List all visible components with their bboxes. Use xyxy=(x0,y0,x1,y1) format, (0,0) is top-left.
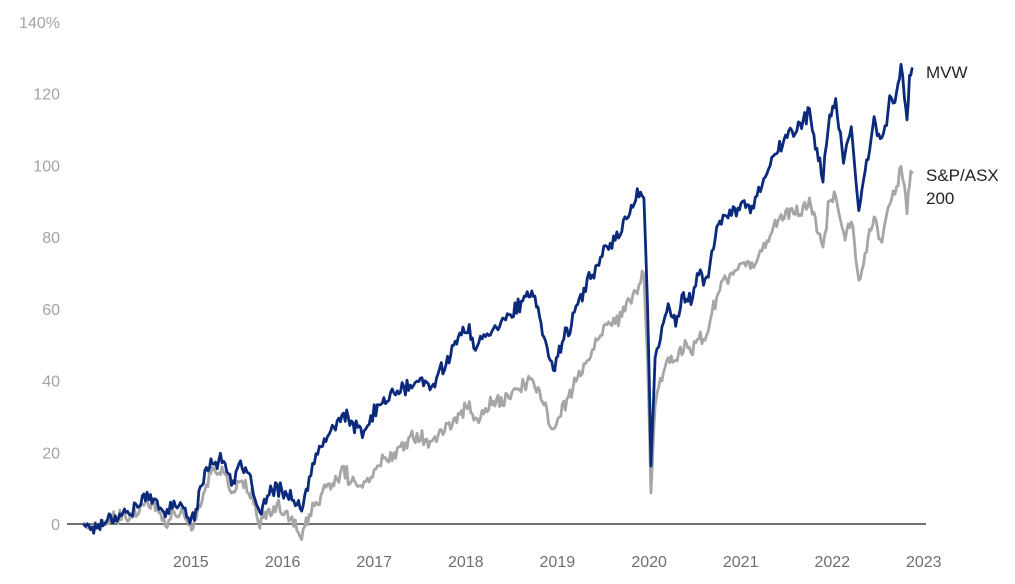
x-tick-label: 2017 xyxy=(356,554,392,571)
y-tick-label: 100 xyxy=(33,158,60,175)
y-tick-label: 60 xyxy=(42,302,60,319)
x-axis: 2015 2016 2017 2018 2019 2020 2021 2022 2023 xyxy=(67,523,942,571)
x-tick-label: 2016 xyxy=(265,554,301,571)
y-tick-label: 140% xyxy=(19,15,60,32)
x-tick-label: 2021 xyxy=(723,554,759,571)
y-tick-label: 0 xyxy=(51,517,60,534)
y-tick-label: 120 xyxy=(33,87,60,104)
series-label-asx200: S&P/ASX xyxy=(926,166,999,185)
x-tick-label: 2020 xyxy=(631,554,667,571)
x-tick-label: 2015 xyxy=(173,554,209,571)
x-tick-label: 2018 xyxy=(448,554,484,571)
series-layer xyxy=(82,62,914,541)
x-tick-label: 2022 xyxy=(814,554,850,571)
series-line-mvw xyxy=(82,62,914,535)
y-tick-label: 40 xyxy=(42,374,60,391)
y-axis: 0 20 40 60 80 100 120 140% xyxy=(19,15,60,534)
y-tick-label: 80 xyxy=(42,230,60,247)
x-tick-label: 2019 xyxy=(540,554,576,571)
series-line-asx200 xyxy=(82,165,914,541)
series-label-asx200: 200 xyxy=(926,189,954,208)
series-label-mvw: MVW xyxy=(926,63,968,82)
y-tick-label: 20 xyxy=(42,445,60,462)
x-tick-label: 2023 xyxy=(906,554,942,571)
series-labels: MVW S&P/ASX 200 xyxy=(926,63,999,208)
